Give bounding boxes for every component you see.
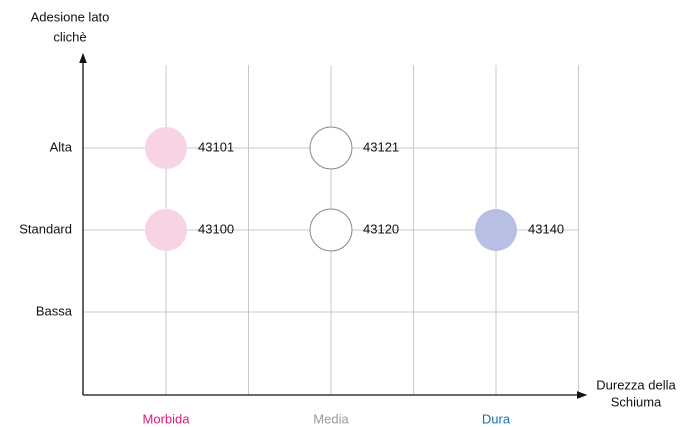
product-code: 43120 bbox=[363, 221, 399, 236]
product-code: 43140 bbox=[528, 221, 564, 236]
product-point bbox=[309, 208, 353, 252]
y-axis-title: Adesione lato bbox=[31, 9, 110, 24]
product-point bbox=[145, 209, 187, 251]
product-point bbox=[145, 127, 187, 169]
product-code: 43121 bbox=[363, 139, 399, 154]
y-category-label: Alta bbox=[50, 139, 73, 154]
x-category-label: Dura bbox=[482, 411, 511, 426]
product-code: 43100 bbox=[198, 221, 234, 236]
x-axis-title: Durezza della bbox=[596, 377, 676, 392]
y-category-label: Standard bbox=[19, 221, 72, 236]
product-code: 43101 bbox=[198, 139, 234, 154]
x-axis-title: Schiuma bbox=[611, 394, 662, 409]
x-category-label: Morbida bbox=[143, 411, 191, 426]
product-point bbox=[309, 126, 353, 170]
x-category-label: Media bbox=[313, 411, 349, 426]
product-point bbox=[475, 209, 517, 251]
y-axis-title: clichè bbox=[53, 29, 86, 44]
y-category-label: Bassa bbox=[36, 303, 73, 318]
